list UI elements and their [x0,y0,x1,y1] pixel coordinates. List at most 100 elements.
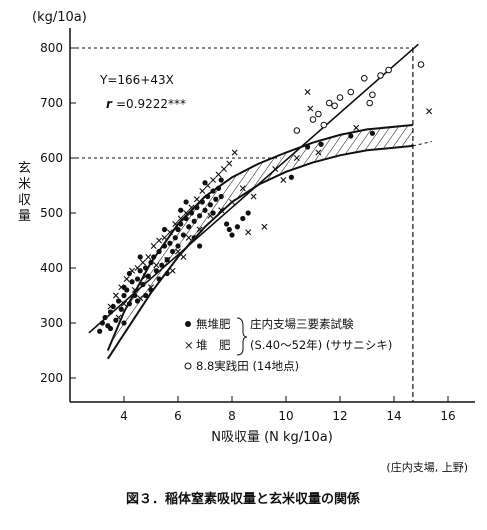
data-point-filled [156,248,162,255]
data-point-filled [202,207,208,213]
x-tick-label: 4 [120,409,128,423]
reference-lines [70,47,414,402]
y-axis-title-char: 米 [18,177,31,192]
data-point-filled [229,232,235,238]
data-point-filled [129,279,135,285]
data-point-filled [110,303,116,310]
data-point-cross [229,199,235,205]
data-point-filled [199,199,205,205]
x-axis-title: N吸収量 (N kg/10a) [211,430,333,445]
data-point-cross [129,267,136,274]
data-point-filled [143,292,149,299]
data-point-filled [175,243,181,249]
data-point-cross [137,295,144,302]
data-point-filled [121,284,127,290]
data-point-cross [139,259,146,266]
band-lower-extension [412,141,432,147]
data-point-filled [153,268,159,274]
data-point-cross [226,160,233,167]
band-upper-curve [106,124,413,351]
data-point-filled [369,130,375,136]
data-point-filled [137,254,143,260]
data-point-filled [215,185,222,191]
data-point-filled [305,144,311,150]
data-point-filled [161,226,168,233]
data-point-filled [102,314,108,321]
data-point-filled [348,133,354,139]
data-point-filled [178,221,184,227]
data-point-filled [132,292,138,299]
band-lower-curve [106,144,413,360]
data-point-cross [180,254,187,260]
y-tick-label: 400 [40,261,63,275]
legend-label-2: 堆 肥 [196,338,231,352]
data-point-open [309,116,317,123]
data-point-cross [245,229,252,236]
data-point-filled [210,188,216,194]
x-ticks: 4 6 8 10 12 14 16 [120,396,456,423]
data-point-cross [172,221,179,227]
data-point-filled [226,226,232,233]
data-point-cross [231,149,238,156]
data-point-filled [207,202,213,208]
data-point-cross [293,155,300,161]
data-point-filled [126,301,132,307]
data-point-open [331,102,338,110]
data-point-cross [112,292,119,299]
data-point-cross [115,314,122,321]
legend-marker-filled [185,321,191,327]
correlation-value: =0.9222*** [116,97,186,111]
data-point-filled [140,281,146,288]
data-point-filled [191,218,197,224]
data-point-cross [183,210,190,216]
legend-bracket [236,317,248,356]
y-unit-label: (kg/10a) [32,10,87,25]
data-point-filled [121,292,127,299]
data-point-cross [175,248,181,255]
data-point-filled [170,248,176,255]
data-point-filled [197,243,203,249]
data-point-filled [188,210,195,216]
data-point-filled [180,232,186,238]
data-point-open [366,99,374,107]
data-point-cross [188,204,195,211]
data-point-open [369,91,376,99]
regression-line [88,43,419,334]
data-point-cross [220,166,227,172]
data-point-cross [218,207,225,214]
data-point-cross [210,177,217,183]
data-point-filled [99,320,105,326]
x-tick-label: 8 [228,409,236,423]
data-point-open [293,127,301,134]
y-tick-label: 600 [40,151,63,165]
data-point-cross [145,254,152,260]
data-point-open [385,66,392,74]
y-tick-label: 800 [40,41,63,55]
data-point-filled [148,259,154,266]
data-point-filled [183,199,189,205]
data-point-cross [185,234,192,241]
data-point-open [377,72,384,79]
legend-marker-open [184,362,192,370]
data-point-cross [134,265,141,271]
legend-marker-cross: × [184,338,194,352]
data-point-filled [116,298,122,304]
data-point-cross [118,284,125,291]
data-point-filled [151,254,157,260]
data-points [97,61,433,334]
data-point-cross [239,185,246,192]
data-point-filled [205,193,211,200]
data-point-filled [156,276,162,282]
y-tick-label: 700 [40,96,63,110]
data-point-cross [280,177,287,183]
legend-bracket-label-2: (S.40～52年) (ササニシキ) [250,338,392,352]
legend-label-3: 8.8実践田 (14地点) [196,359,299,373]
data-point-open [325,99,333,107]
legend: 無堆肥 × 堆 肥 8.8実践田 (14地点) 庄内支場三要素試験 (S.40～… [184,317,392,373]
data-point-filled [178,207,184,213]
data-point-filled [183,215,189,222]
x-tick-label: 14 [386,409,401,423]
data-point-cross [207,212,214,219]
data-point-filled [145,273,151,279]
